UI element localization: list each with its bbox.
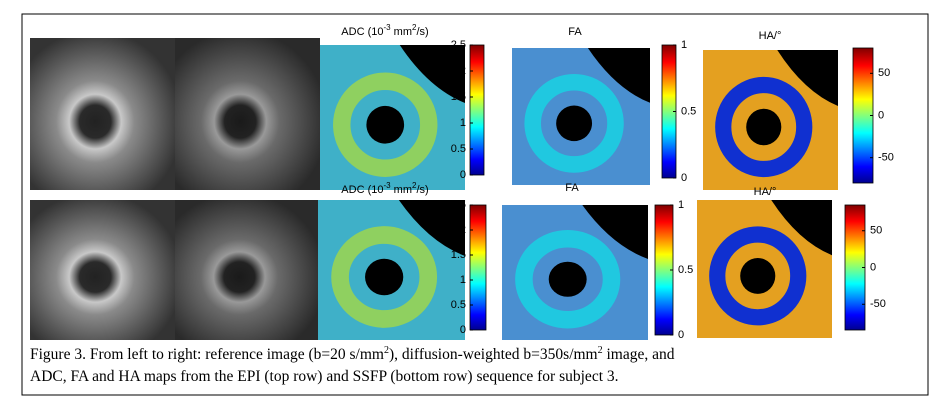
myocardium-ring: [331, 226, 438, 328]
map-title: ADC (10-3 mm2/s): [341, 23, 428, 38]
colorbar-tick-label: 1.5: [451, 249, 466, 261]
caption-line: Figure 3. From left to right: reference …: [30, 344, 930, 366]
figure-border: [21, 13, 929, 396]
myocardium-ring: [524, 73, 624, 173]
map-title: FA: [565, 182, 579, 194]
map-mask: [399, 45, 465, 103]
title-part: ADC (10: [341, 184, 383, 196]
title-part: FA: [565, 182, 579, 194]
map-mask: [777, 50, 838, 106]
colorbar-tick-label: 0: [681, 172, 687, 184]
title-part: HA/°: [759, 30, 782, 42]
myocardium-ring: [709, 226, 807, 326]
colorbar-tick-label: 0.5: [451, 143, 466, 155]
colorbar-tick-label: 0.5: [678, 264, 693, 276]
colorbar-tick-label: 1: [460, 274, 466, 286]
myocardium-ring: [715, 76, 813, 178]
colorbar-tick-label: 1: [681, 39, 687, 51]
title-part: -3: [383, 181, 391, 190]
title-part: /s): [416, 26, 428, 38]
blood-pool: [366, 105, 405, 144]
blood-pool: [746, 108, 782, 146]
blood-pool: [556, 105, 593, 142]
colorbar-tick-label: 50: [870, 225, 882, 237]
map-title: FA: [568, 26, 582, 38]
colorbar-tick-label: 2: [460, 224, 466, 236]
title-part: mm: [391, 26, 412, 38]
colorbar-tick-label: 0: [460, 169, 466, 181]
colorbar-tick-label: 1: [460, 117, 466, 129]
map-mask: [771, 200, 832, 256]
colorbar-tick-label: 2.5: [451, 39, 466, 51]
caption-line: ADC, FA and HA maps from the EPI (top ro…: [30, 366, 930, 388]
colorbar-tick-label: 2: [460, 65, 466, 77]
title-part: HA/°: [754, 186, 777, 198]
title-part: ADC (10: [341, 26, 383, 38]
mri-image: [175, 38, 320, 190]
mri-image: [175, 200, 318, 340]
title-part: 2: [412, 181, 417, 190]
blood-pool: [365, 258, 404, 296]
mri-image: [30, 38, 175, 190]
caption-text: image, and: [602, 346, 675, 363]
title-part: -3: [383, 23, 391, 32]
colorbar-tick-label: -50: [870, 298, 886, 310]
colorbar-tick-label: 0: [678, 329, 684, 341]
colorbar-tick-label: 0: [878, 109, 884, 121]
colorbar-tick-label: -50: [878, 152, 894, 164]
colorbar-tick-label: 50: [878, 67, 890, 79]
caption-text: 2: [597, 344, 603, 356]
mri-image: [30, 200, 175, 340]
colorbar-tick-label: 1.5: [451, 91, 466, 103]
colorbar-tick-label: 0.5: [451, 299, 466, 311]
blood-pool: [740, 257, 776, 294]
caption-text: ADC, FA and HA maps from the EPI (top ro…: [30, 368, 619, 385]
myocardium-ring: [333, 72, 438, 177]
colorbar: [469, 44, 485, 176]
caption-text: ), diffusion-weighted b=350s/mm: [388, 346, 598, 363]
blood-pool: [548, 261, 587, 297]
map-mask: [398, 200, 465, 256]
colorbar-tick-label: 2.5: [451, 199, 466, 211]
map-title: HA/°: [754, 186, 777, 198]
map-title: HA/°: [759, 30, 782, 42]
map-title: ADC (10-3 mm2/s): [341, 181, 428, 196]
map-mask: [582, 205, 648, 259]
caption-text: 2: [383, 344, 389, 356]
colorbar-tick-label: 0.5: [681, 105, 696, 117]
myocardium-ring: [515, 229, 621, 329]
title-part: mm: [391, 184, 412, 196]
title-part: FA: [568, 26, 582, 38]
caption: Figure 3. From left to right: reference …: [30, 344, 930, 388]
title-part: /s): [416, 184, 428, 196]
colorbar: [469, 204, 487, 331]
map-mask: [587, 48, 650, 103]
colorbar-tick-label: 0: [870, 261, 876, 273]
title-part: 2: [412, 23, 417, 32]
colorbar-tick-label: 1: [678, 199, 684, 211]
colorbar-tick-label: 0: [460, 324, 466, 336]
caption-text: Figure 3. From left to right: reference …: [30, 346, 384, 363]
